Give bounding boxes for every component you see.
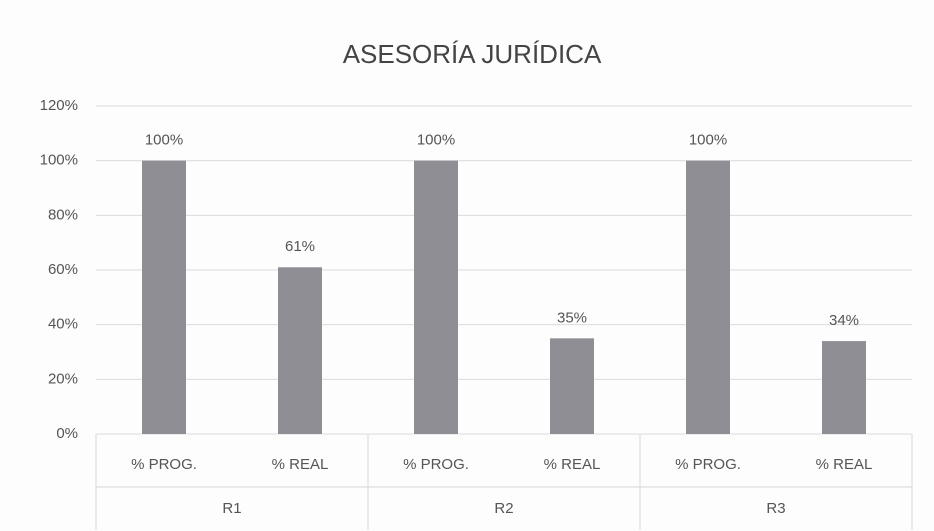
bar [686,160,730,434]
data-label: 100% [689,132,727,149]
data-label: 100% [145,132,183,149]
x-tick-label: % PROG. [675,456,741,473]
data-label: 100% [417,132,455,149]
y-tick-label: 60% [48,261,78,278]
x-tick-label: % REAL [816,456,873,473]
chart-title: ASESORÍA JURÍDICA [343,39,602,69]
bar [414,160,458,434]
x-tick-label: % REAL [272,456,329,473]
x-tick-label: % PROG. [403,456,469,473]
y-tick-label: 100% [40,152,78,169]
group-label: R3 [766,500,785,517]
x-tick-label: % PROG. [131,456,197,473]
y-tick-label: 120% [40,97,78,114]
bar [822,341,866,434]
group-label: R1 [222,500,241,517]
y-tick-label: 80% [48,206,78,223]
bar [278,267,322,434]
data-label: 61% [285,238,315,255]
bar [142,160,186,434]
data-label: 35% [557,309,587,326]
group-label: R2 [494,500,513,517]
y-tick-label: 40% [48,316,78,333]
bar [550,338,594,434]
x-tick-label: % REAL [544,456,601,473]
y-tick-label: 20% [48,370,78,387]
y-tick-label: 0% [56,425,78,442]
data-label: 34% [829,312,859,329]
